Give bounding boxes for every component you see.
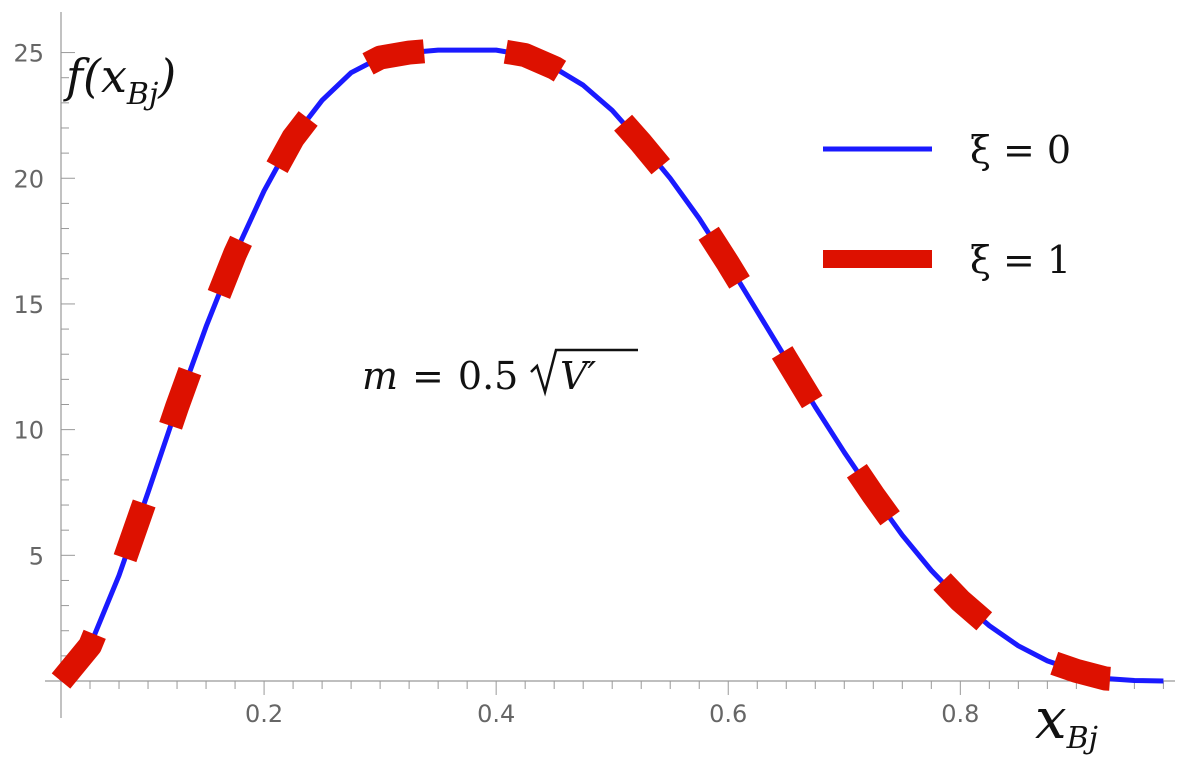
y-tick-label: 15: [13, 291, 44, 319]
series-line-xi1: [51, 38, 1164, 693]
y-axis-title: f(xBj): [63, 49, 176, 112]
x-axis-title: xBj: [1035, 687, 1098, 756]
series-layer: [51, 38, 1164, 693]
y-tick-label: 20: [13, 165, 44, 193]
y-tick-label: 10: [13, 417, 44, 445]
annotation: m = 0.5 V′: [362, 348, 638, 398]
x-tick-label: 0.2: [245, 700, 283, 728]
svg-text:m=0.5: m = 0.5: [362, 354, 518, 398]
y-tick-label: 25: [13, 40, 44, 68]
y-tick-label: 5: [29, 542, 44, 570]
legend: ξ = 0 ξ = 1: [823, 128, 1071, 282]
legend-label-xi1: ξ = 1: [970, 238, 1071, 282]
legend-label-xi0: ξ = 0: [970, 128, 1071, 172]
svg-text:V′: V′: [560, 354, 596, 398]
x-tick-label: 0.8: [941, 700, 979, 728]
x-tick-label: 0.4: [477, 700, 515, 728]
sqrt-sign: [530, 348, 638, 397]
axes: 0.2 0.4 0.6 0.8 5 10 15 20 25: [13, 12, 1175, 728]
x-tick-label: 0.6: [709, 700, 747, 728]
